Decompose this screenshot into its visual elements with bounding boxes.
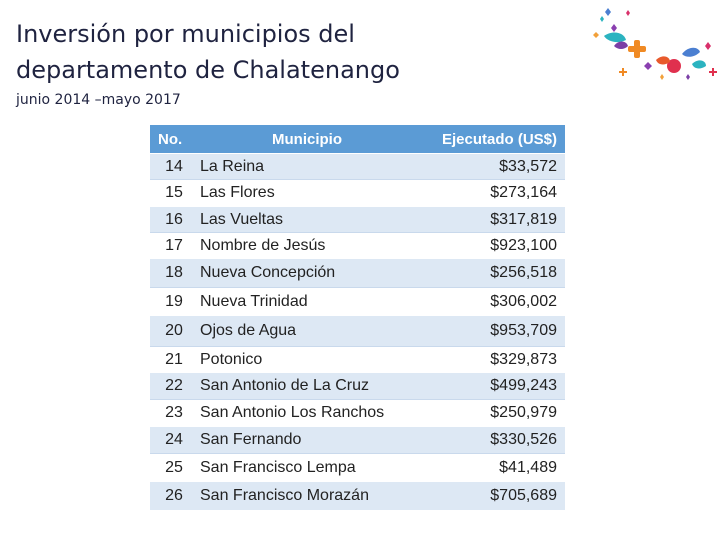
row-ejecutado: $329,873	[420, 346, 565, 373]
table-row: 19 Nueva Trinidad $306,002	[150, 287, 565, 316]
row-number: 21	[150, 346, 194, 373]
row-ejecutado: $923,100	[420, 232, 565, 259]
row-number: 19	[150, 287, 194, 316]
row-number: 14	[150, 153, 194, 180]
row-number: 23	[150, 399, 194, 427]
row-ejecutado: $705,689	[420, 481, 565, 510]
table-row: 18 Nueva Concepción $256,518	[150, 258, 565, 288]
table-body: 14 La Reina $33,572 15 Las Flores $273,164 16 L…	[150, 153, 565, 510]
row-ejecutado: $41,489	[420, 453, 565, 482]
table-row: 26 San Francisco Morazán $705,689	[150, 481, 565, 510]
table-row: 14 La Reina $33,572	[150, 153, 565, 180]
table-row: 17 Nombre de Jesús $923,100	[150, 232, 565, 259]
table-header-row: No. Municipio Ejecutado (US$)	[150, 125, 565, 154]
row-number: 24	[150, 426, 194, 454]
row-ejecutado: $306,002	[420, 287, 565, 316]
title-line-2: departamento de Chalatenango	[16, 56, 400, 84]
table-row: 23 San Antonio Los Ranchos $250,979	[150, 399, 565, 427]
row-municipio: San Antonio de La Cruz	[194, 372, 420, 400]
row-municipio: Las Vueltas	[194, 206, 420, 233]
row-municipio: Nueva Trinidad	[194, 287, 420, 316]
decorative-confetti-logo-icon	[593, 8, 717, 80]
row-number: 15	[150, 179, 194, 207]
table-row: 21 Potonico $329,873	[150, 346, 565, 373]
slide-subtitle: junio 2014 –mayo 2017	[16, 92, 181, 108]
table-row: 20 Ojos de Agua $953,709	[150, 315, 565, 347]
row-ejecutado: $499,243	[420, 372, 565, 400]
title-line-1: Inversión por municipios del	[16, 20, 355, 48]
table-row: 24 San Fernando $330,526	[150, 426, 565, 454]
row-ejecutado: $33,572	[420, 153, 565, 180]
slide-title: Inversión por municipios del departament…	[16, 16, 556, 88]
row-number: 17	[150, 232, 194, 259]
row-municipio: San Fernando	[194, 426, 420, 454]
table-row: 25 San Francisco Lempa $41,489	[150, 453, 565, 482]
row-municipio: Nueva Concepción	[194, 258, 420, 288]
header-no: No.	[150, 125, 194, 154]
table-row: 15 Las Flores $273,164	[150, 179, 565, 207]
table-row: 16 Las Vueltas $317,819	[150, 206, 565, 233]
row-number: 26	[150, 481, 194, 510]
row-municipio: Ojos de Agua	[194, 315, 420, 347]
row-ejecutado: $317,819	[420, 206, 565, 233]
row-number: 20	[150, 315, 194, 347]
row-municipio: San Francisco Morazán	[194, 481, 420, 510]
row-ejecutado: $953,709	[420, 315, 565, 347]
row-municipio: La Reina	[194, 153, 420, 180]
row-municipio: Las Flores	[194, 179, 420, 207]
row-number: 22	[150, 372, 194, 400]
row-ejecutado: $256,518	[420, 258, 565, 288]
row-number: 16	[150, 206, 194, 233]
investment-table: No. Municipio Ejecutado (US$) 14 La Reina…	[150, 125, 565, 522]
row-number: 25	[150, 453, 194, 482]
row-number: 18	[150, 258, 194, 288]
row-municipio: Nombre de Jesús	[194, 232, 420, 259]
row-municipio: San Francisco Lempa	[194, 453, 420, 482]
header-municipio: Municipio	[194, 125, 420, 154]
row-ejecutado: $273,164	[420, 179, 565, 207]
row-municipio: Potonico	[194, 346, 420, 373]
table-row: 22 San Antonio de La Cruz $499,243	[150, 372, 565, 400]
header-ejecutado: Ejecutado (US$)	[420, 125, 565, 154]
row-municipio: San Antonio Los Ranchos	[194, 399, 420, 427]
row-ejecutado: $330,526	[420, 426, 565, 454]
row-ejecutado: $250,979	[420, 399, 565, 427]
